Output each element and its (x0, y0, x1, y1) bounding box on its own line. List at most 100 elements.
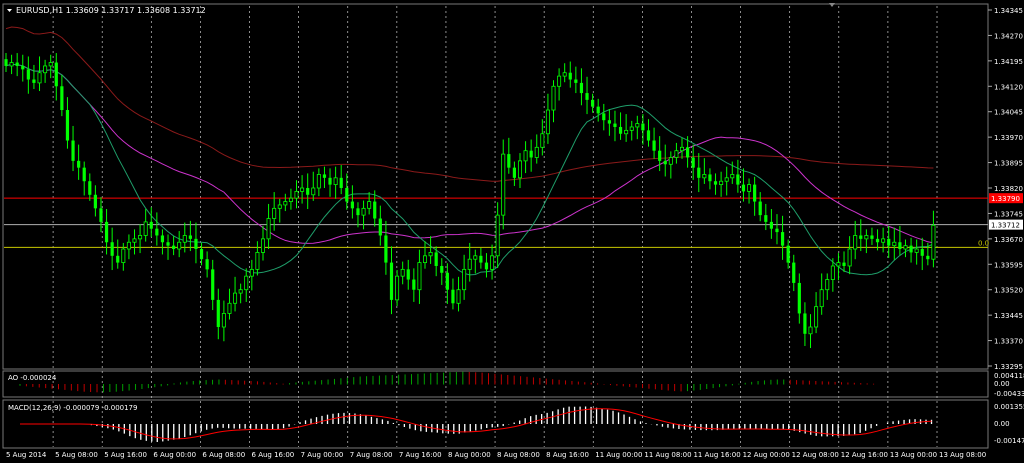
level-badge-label: 1.33790 (991, 195, 1020, 203)
candle-bear (920, 249, 924, 256)
candle-bear (591, 99, 595, 107)
candle-bear (384, 235, 388, 263)
candle-bull (551, 85, 556, 111)
ao-tick-label: -0.004335 (994, 390, 1024, 398)
candle-bear (859, 235, 863, 239)
candle-bear (188, 235, 192, 239)
candle-bear (451, 289, 455, 304)
candle-bear (116, 255, 120, 263)
time-label: 5 Aug 2014 (6, 451, 47, 459)
candle-bull (249, 268, 254, 277)
candle-bull (121, 248, 126, 263)
candle-bear (507, 154, 511, 168)
triangle-down-icon[interactable] (7, 9, 12, 12)
candle-bear (529, 150, 533, 158)
level-badge (989, 219, 1023, 230)
candle-bull (629, 126, 634, 131)
price-tick-label: 1.34195 (994, 58, 1023, 66)
candle-bull (702, 174, 707, 179)
candle-bear (803, 313, 807, 334)
macd-label: MACD(12,26,9) -0.000079 -0.000179 (8, 404, 137, 412)
candle-bull (668, 157, 673, 165)
candle-bear (764, 215, 768, 222)
candle-bull (126, 241, 131, 250)
time-label: 6 Aug 08:00 (202, 451, 245, 459)
candle-bull (853, 235, 858, 250)
candle-bull (227, 302, 232, 314)
macd-tick-label: 0.001355 (994, 403, 1024, 411)
candle-bull (333, 177, 338, 186)
time-label: 11 Aug 16:00 (693, 451, 740, 459)
candle-bear (613, 123, 617, 127)
candle-bear (389, 262, 394, 300)
level-badge-label: 1.33712 (991, 222, 1020, 230)
candle-bear (199, 249, 204, 260)
candle-bull (473, 255, 478, 260)
candle-bear (875, 238, 880, 243)
candle-bull (881, 238, 886, 243)
scroll-marker-icon[interactable] (829, 3, 835, 7)
price-tick-label: 1.33370 (994, 338, 1023, 346)
candle-bull (914, 248, 919, 253)
candle-bear (713, 181, 718, 185)
candle-bear (753, 184, 757, 202)
candle-bull (428, 252, 433, 257)
time-label: 7 Aug 00:00 (301, 451, 344, 459)
time-label: 8 Aug 08:00 (497, 451, 540, 459)
candle-bull (311, 187, 316, 196)
candle-bear (21, 65, 25, 70)
candle-bear (440, 265, 444, 273)
candle-bear (887, 238, 891, 246)
candle-bear (149, 221, 153, 229)
candle-bear (786, 245, 790, 263)
candle-bear (445, 272, 449, 290)
candle-bull (272, 207, 277, 219)
candle-bull (132, 238, 137, 243)
candle-bear (339, 177, 343, 188)
candle-bull (557, 75, 562, 87)
price-tick-label: 1.33670 (994, 236, 1023, 244)
candle-bull (367, 201, 372, 209)
price-tick-label: 1.33745 (994, 210, 1023, 218)
candle-bear (15, 62, 19, 66)
candle-bear (909, 245, 913, 253)
candle-bear (205, 259, 209, 270)
candle-bear (306, 188, 310, 195)
price-tick-label: 1.34045 (994, 109, 1023, 117)
candle-bull (48, 62, 53, 67)
candle-bear (373, 201, 377, 219)
candle-bull (808, 326, 813, 335)
candle-bear (110, 242, 114, 256)
time-label: 13 Aug 00:00 (890, 451, 937, 459)
candle-bull (747, 184, 752, 192)
candle-bear (568, 72, 572, 80)
candle-bull (462, 268, 467, 291)
candle-bear (658, 150, 662, 161)
candle-bull (9, 62, 14, 67)
candle-bull (288, 197, 293, 202)
candle-bull (534, 146, 539, 158)
candle-bear (65, 110, 70, 141)
chart-title: EURUSD,H1 1.33609 1.33717 1.33608 1.3371… (16, 6, 206, 15)
candle-bull (316, 174, 321, 189)
candle-bear (663, 160, 667, 165)
ma-slow-line (5, 26, 934, 182)
candle-bear (579, 82, 584, 94)
candle-bull (266, 218, 271, 240)
candle-bear (652, 140, 656, 151)
candles (4, 53, 936, 349)
candle-bear (216, 299, 220, 328)
macd-pane-frame (2, 399, 989, 449)
candle-bear (32, 79, 36, 83)
candle-bull (931, 224, 936, 260)
candle-bear (842, 262, 846, 266)
candle-bull (624, 129, 629, 135)
time-label: 12 Aug 00:00 (743, 451, 790, 459)
candle-bear (596, 106, 600, 114)
candle-bull (562, 72, 567, 77)
candle-bear (378, 218, 382, 236)
candle-bull (143, 221, 148, 236)
candle-bull (674, 150, 679, 158)
candle-bull (361, 207, 366, 216)
